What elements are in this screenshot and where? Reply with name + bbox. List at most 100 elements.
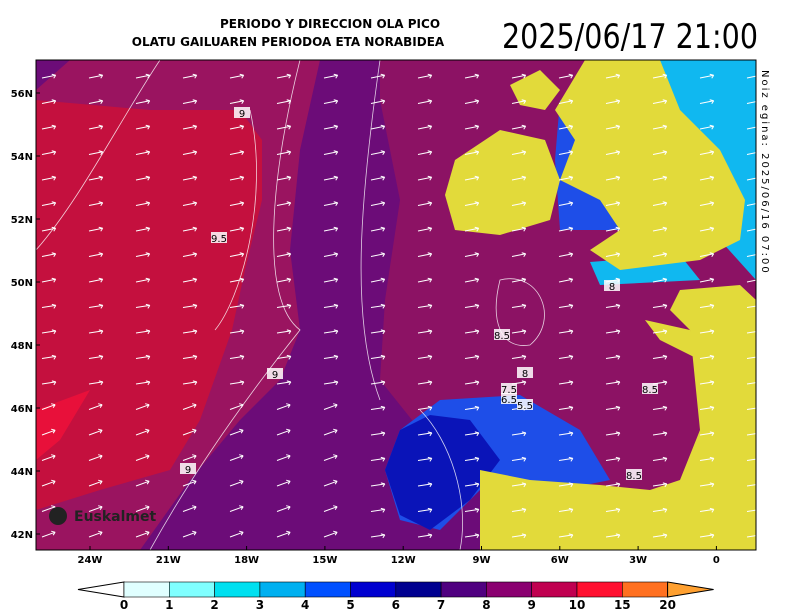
colorbar-label: 15 [614, 598, 631, 612]
wave-arrow [746, 535, 756, 538]
wave-arrow [511, 431, 527, 437]
contour-label-bg [267, 368, 283, 379]
wave-arrow [652, 99, 668, 104]
wave-arrow [182, 277, 198, 283]
wave-arrow [511, 354, 527, 360]
lon-label: 24W [78, 555, 103, 566]
wave-arrow [746, 203, 756, 206]
wave-arrow [135, 505, 150, 512]
contour-label: 8 [609, 282, 615, 293]
wave-arrow [464, 252, 480, 257]
wave-arrow [276, 201, 292, 206]
wave-arrow [464, 431, 480, 437]
wave-arrow [276, 226, 292, 232]
contour-label-bg [642, 383, 658, 394]
wave-arrow [652, 277, 668, 283]
wave-arrow [511, 482, 527, 488]
wave-arrow [558, 73, 574, 79]
wave-arrow [417, 175, 433, 181]
wave-arrow [652, 405, 668, 411]
wave-arrow [323, 226, 339, 232]
wave-arrow [558, 354, 574, 360]
wave-arrow [746, 458, 756, 461]
colorbar-cell [350, 581, 397, 598]
wave-arrow [370, 380, 386, 386]
contour-label: 8.5 [494, 331, 510, 342]
wave-arrow [370, 405, 386, 411]
wave-arrow [276, 329, 292, 335]
wave-arrow [323, 454, 338, 461]
wave-arrow [182, 530, 197, 538]
wave-arrow [511, 150, 527, 155]
wave-arrow [464, 277, 480, 283]
wave-arrow [464, 354, 480, 360]
wave-arrow [699, 533, 715, 539]
wave-arrow [417, 73, 433, 79]
wave-arrow [605, 380, 621, 386]
wave-arrow [370, 201, 386, 206]
wave-arrow [417, 150, 433, 155]
wave-arrow [652, 175, 668, 181]
wave-arrow [370, 533, 386, 539]
wave-arrow [417, 329, 433, 335]
wave-arrow [41, 454, 56, 461]
wave-arrow [558, 201, 574, 206]
wave-arrow [699, 201, 715, 206]
wave-arrow [135, 150, 151, 155]
wave-arrow [323, 303, 339, 309]
wave-arrow [135, 226, 151, 232]
wave-arrow [558, 405, 574, 411]
colorbar-label: 9 [528, 598, 536, 612]
wave-arrow [464, 507, 480, 513]
contour-label-bg [517, 367, 533, 378]
wave-arrow [370, 175, 386, 181]
wave-arrow [417, 482, 433, 488]
wave-arrow [88, 329, 104, 335]
wave-arrow [558, 99, 574, 104]
colorbar-left-arrow [77, 581, 125, 598]
wave-arrow [276, 428, 291, 436]
wave-arrow [699, 303, 715, 309]
wave-arrow [652, 201, 668, 206]
lon-label: 0 [713, 555, 720, 566]
wave-arrow [276, 505, 291, 512]
wave-arrow [652, 482, 668, 488]
wave-arrow [88, 303, 104, 309]
wave-arrow [370, 303, 386, 309]
wave-arrow [699, 226, 715, 232]
wave-arrow [135, 252, 151, 257]
wave-arrow [464, 226, 480, 232]
wave-arrow [511, 507, 527, 513]
colorbar-label: 20 [659, 598, 676, 612]
datetime: 2025/06/17 21:00 [502, 17, 758, 57]
wave-arrow [699, 329, 715, 335]
lon-label: 6W [551, 555, 569, 566]
wave-arrow [417, 303, 433, 309]
wave-arrow [229, 175, 245, 181]
wave-arrow [652, 456, 668, 462]
wave-arrow [558, 507, 574, 513]
wave-arrow [605, 431, 621, 437]
wave-arrow [605, 99, 621, 104]
wave-arrow [135, 380, 151, 386]
wave-arrow [41, 175, 57, 181]
wave-arrow [229, 226, 245, 232]
wave-arrow [135, 124, 151, 130]
wave-arrow [182, 201, 198, 206]
subtitle: OLATU GAILUAREN PERIODOA ETA NORABIDEA [132, 35, 445, 49]
wave-arrow [464, 329, 480, 335]
wave-arrow [135, 530, 150, 538]
wave-arrow [135, 354, 151, 360]
wave-arrow [41, 403, 56, 410]
wave-arrow [135, 277, 151, 283]
wave-arrow [746, 331, 756, 334]
wave-arrow [652, 507, 668, 513]
contour-label-bg [211, 232, 227, 243]
wave-arrow [229, 479, 244, 487]
wave-arrow [417, 456, 433, 462]
wave-arrow [417, 226, 433, 232]
contour-label-bg [501, 393, 517, 404]
wave-arrow [135, 303, 151, 309]
wave-arrow [323, 329, 339, 335]
colorbar-label: 5 [346, 598, 354, 612]
